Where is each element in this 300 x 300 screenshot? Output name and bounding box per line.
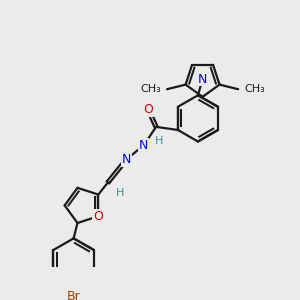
Text: O: O [143,103,153,116]
Text: O: O [93,210,103,223]
Text: N: N [122,153,131,166]
Text: CH₃: CH₃ [244,84,265,94]
Text: Br: Br [67,290,80,300]
Text: N: N [198,73,207,85]
Text: CH₃: CH₃ [140,84,161,94]
Text: H: H [154,136,163,146]
Text: H: H [116,188,124,199]
Text: N: N [139,139,148,152]
